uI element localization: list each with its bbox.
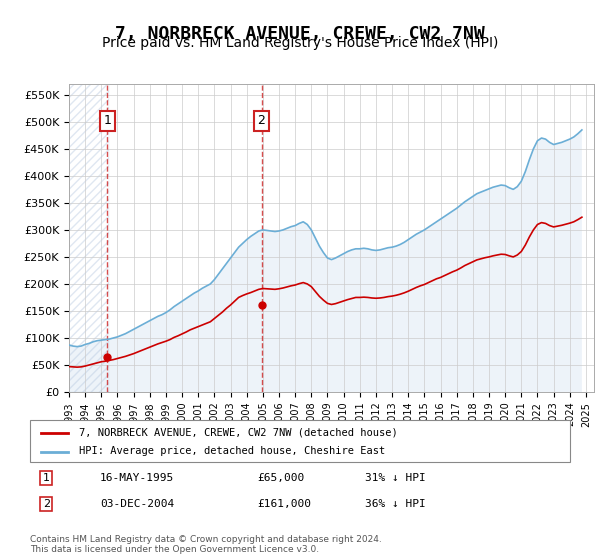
- Text: 36% ↓ HPI: 36% ↓ HPI: [365, 499, 425, 509]
- Text: Price paid vs. HM Land Registry's House Price Index (HPI): Price paid vs. HM Land Registry's House …: [102, 36, 498, 50]
- Text: 31% ↓ HPI: 31% ↓ HPI: [365, 473, 425, 483]
- Text: 7, NORBRECK AVENUE, CREWE, CW2 7NW (detached house): 7, NORBRECK AVENUE, CREWE, CW2 7NW (deta…: [79, 428, 397, 437]
- Text: HPI: Average price, detached house, Cheshire East: HPI: Average price, detached house, Ches…: [79, 446, 385, 456]
- Text: 2: 2: [257, 114, 265, 128]
- Text: 16-MAY-1995: 16-MAY-1995: [100, 473, 175, 483]
- Text: 1: 1: [43, 473, 50, 483]
- Text: £65,000: £65,000: [257, 473, 304, 483]
- Text: 1: 1: [103, 114, 111, 128]
- FancyBboxPatch shape: [30, 420, 570, 462]
- Text: 7, NORBRECK AVENUE, CREWE, CW2 7NW: 7, NORBRECK AVENUE, CREWE, CW2 7NW: [115, 25, 485, 43]
- Text: £161,000: £161,000: [257, 499, 311, 509]
- Text: Contains HM Land Registry data © Crown copyright and database right 2024.
This d: Contains HM Land Registry data © Crown c…: [30, 535, 382, 554]
- Text: 03-DEC-2004: 03-DEC-2004: [100, 499, 175, 509]
- Text: 2: 2: [43, 499, 50, 509]
